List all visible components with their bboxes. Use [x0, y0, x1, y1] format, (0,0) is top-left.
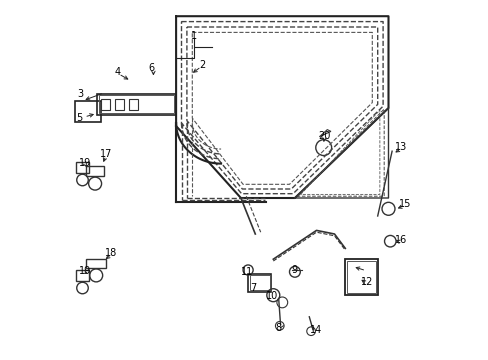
Text: 17: 17	[100, 149, 112, 159]
Text: 19: 19	[79, 158, 91, 168]
Text: 16: 16	[394, 235, 407, 246]
Text: 18: 18	[105, 248, 117, 258]
Text: 3: 3	[78, 89, 83, 99]
Text: 11: 11	[240, 267, 252, 277]
Text: 12: 12	[360, 276, 372, 287]
Text: 14: 14	[310, 325, 322, 336]
Text: 13: 13	[394, 142, 407, 152]
Text: 1: 1	[191, 31, 197, 41]
Text: 8: 8	[275, 323, 281, 333]
Text: 20: 20	[318, 131, 330, 141]
Text: 10: 10	[265, 291, 278, 301]
Text: 2: 2	[199, 60, 205, 70]
Text: 15: 15	[398, 199, 410, 210]
Text: 7: 7	[249, 283, 256, 293]
Text: 19: 19	[79, 266, 91, 276]
Text: 4: 4	[115, 67, 121, 77]
Text: 9: 9	[290, 265, 297, 275]
Text: 5: 5	[76, 113, 82, 123]
Text: 6: 6	[148, 63, 154, 73]
